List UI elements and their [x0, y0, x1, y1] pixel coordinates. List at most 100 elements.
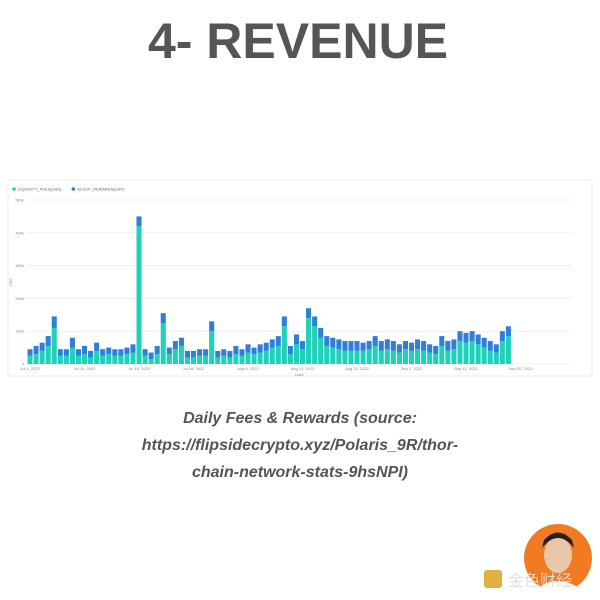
bar: [172, 349, 178, 364]
bar: [197, 349, 203, 356]
bar: [336, 339, 342, 350]
bar: [94, 342, 100, 351]
bar: [112, 355, 118, 364]
bar: [354, 350, 360, 364]
bar: [178, 345, 184, 364]
bar: [94, 350, 100, 364]
bar: [172, 341, 178, 350]
bar: [451, 349, 457, 364]
bar: [366, 349, 372, 364]
bar: [421, 341, 427, 351]
bar: [427, 352, 433, 364]
bar: [203, 355, 209, 364]
bar: [106, 347, 112, 355]
bar: [348, 350, 354, 364]
y-tick-label: 400k: [15, 230, 24, 235]
bar: [233, 354, 239, 364]
bar: [233, 345, 239, 355]
bar: [100, 355, 106, 364]
bar: [293, 344, 299, 364]
bar: [142, 355, 148, 364]
bar: [191, 357, 197, 364]
bar: [281, 326, 287, 364]
caption-line: chain-network-stats-9hsNPI): [192, 464, 408, 481]
bar: [300, 341, 306, 350]
bar: [251, 347, 257, 355]
bar: [348, 341, 354, 351]
bar: [402, 341, 408, 350]
bar: [312, 326, 318, 364]
bar: [457, 341, 463, 364]
bar: [275, 336, 281, 346]
bar: [263, 342, 269, 351]
bar: [487, 341, 493, 351]
y-tick-label: 100k: [15, 329, 24, 334]
bar: [505, 326, 511, 337]
caption-line: Daily Fees & Rewards (source:: [183, 410, 417, 427]
bar: [124, 347, 130, 355]
bar: [445, 350, 451, 364]
x-tick-label: Jul 19, 2022: [128, 366, 151, 371]
x-tick-label: Sep 20, 2022: [509, 366, 534, 371]
bar: [354, 341, 360, 351]
bar: [39, 350, 45, 364]
bar: [166, 354, 172, 364]
bar: [487, 350, 493, 364]
bar: [154, 354, 160, 364]
bar: [421, 350, 427, 364]
bar: [384, 349, 390, 364]
bar: [148, 359, 154, 364]
bar: [45, 345, 51, 364]
bar: [75, 349, 81, 356]
bar: [287, 345, 293, 355]
bar: [69, 347, 75, 364]
legend-swatch: [12, 187, 16, 191]
bar: [481, 347, 487, 364]
bar: [378, 341, 384, 351]
bar: [215, 357, 221, 364]
bar: [88, 357, 94, 364]
bar: [27, 355, 33, 364]
bar: [63, 355, 69, 364]
bar: [342, 350, 348, 364]
bar: [324, 345, 330, 364]
bar: [209, 331, 215, 364]
bar: [184, 357, 190, 364]
bar: [51, 327, 57, 364]
bar: [457, 331, 463, 342]
legend-label: BLOCK_REWARDS(USD): [77, 187, 125, 192]
bar: [191, 350, 197, 358]
bar: [402, 349, 408, 364]
bar: [499, 331, 505, 342]
bar: [300, 349, 306, 364]
bar: [184, 350, 190, 358]
y-tick-label: 500k: [15, 198, 24, 203]
bar: [287, 354, 293, 364]
bar: [178, 337, 184, 346]
bar: [366, 341, 372, 350]
bar: [390, 350, 396, 364]
bar: [263, 350, 269, 364]
bar: [469, 331, 475, 342]
bar: [324, 336, 330, 346]
bar: [136, 226, 142, 364]
bar: [493, 352, 499, 364]
x-tick-label: Jul 1, 2022: [20, 366, 40, 371]
x-tick-label: Sep 2, 2022: [401, 366, 423, 371]
bar: [197, 355, 203, 364]
bar: [88, 350, 94, 358]
bar: [360, 342, 366, 351]
bar: [433, 354, 439, 364]
bar: [427, 344, 433, 353]
bar: [227, 350, 233, 358]
x-tick-label: Sep 11, 2022: [454, 366, 478, 371]
bar: [130, 352, 136, 364]
bar: [451, 339, 457, 350]
bar: [160, 313, 166, 323]
bar: [160, 323, 166, 364]
bar: [154, 345, 160, 355]
bar: [69, 337, 75, 348]
y-tick-label: 300k: [15, 263, 24, 268]
bar: [499, 341, 505, 364]
